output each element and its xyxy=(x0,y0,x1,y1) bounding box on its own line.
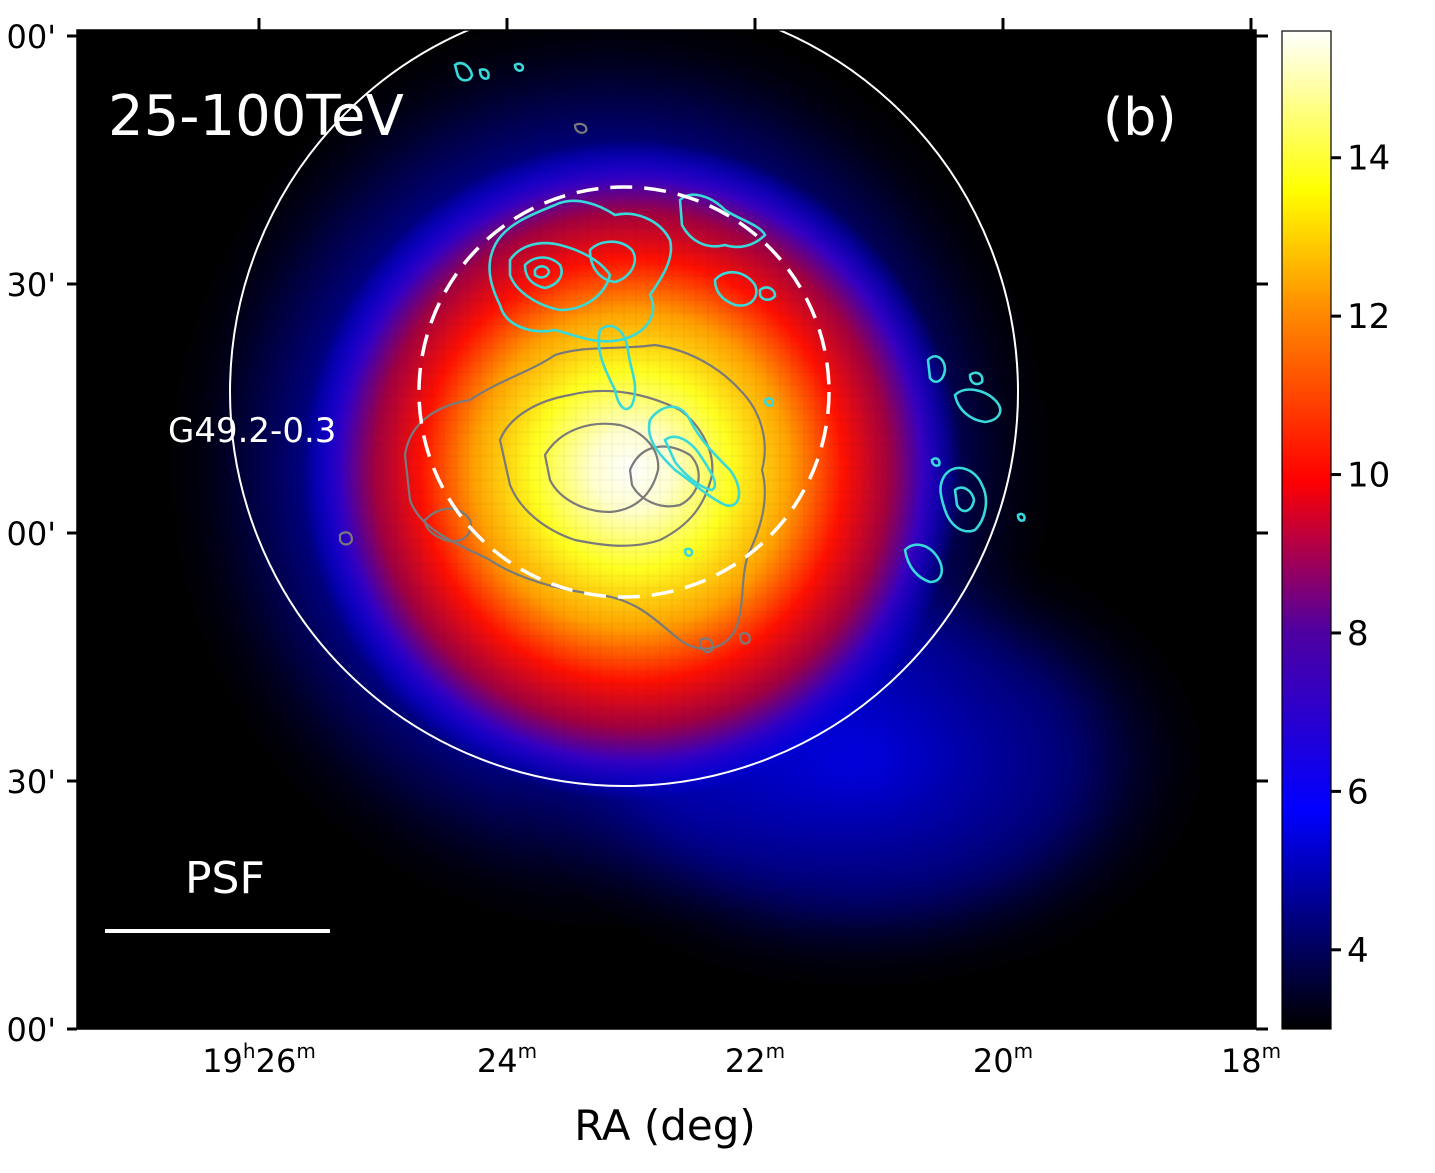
colorbar-tick-label: 14 xyxy=(1347,139,1390,179)
x-tick-label: 18m xyxy=(1221,1039,1281,1080)
y-tick-label: 00' xyxy=(6,18,56,56)
x-tick-label: 19h26m xyxy=(202,1039,316,1080)
x-axis-label: RA (deg) xyxy=(574,1101,756,1150)
outer-region-circle xyxy=(229,30,1019,787)
dashed-fit-circle xyxy=(417,185,831,599)
x-tick-label: 20m xyxy=(973,1039,1033,1080)
x-tick-label: 24m xyxy=(477,1039,537,1080)
x-axis-ticks: 19h26m 24m 22m 20m 18m xyxy=(202,18,1281,1080)
energy-band-label: 25-100TeV xyxy=(108,84,404,149)
y-tick-label: 30' xyxy=(6,266,56,304)
panel-label: (b) xyxy=(1103,88,1177,148)
plot-frame xyxy=(76,29,1257,1030)
colorbar-tick-label: 8 xyxy=(1347,614,1369,654)
heatmap-area xyxy=(77,30,1256,1029)
psf-label: PSF xyxy=(185,853,265,904)
x-tick-label: 22m xyxy=(725,1039,785,1080)
colorbar-tick-label: 6 xyxy=(1347,772,1369,812)
colorbar-tick-label: 10 xyxy=(1347,456,1390,496)
y-tick-label: 00' xyxy=(6,1011,56,1049)
cyan-contours xyxy=(453,61,1026,584)
colorbar-tick-label: 12 xyxy=(1347,297,1390,337)
colorbar-tick-label: 4 xyxy=(1347,931,1369,971)
colorbar-gradient xyxy=(1281,30,1332,1030)
y-tick-label: 30' xyxy=(6,763,56,801)
colorbar-ticks: 4 6 8 10 12 14 xyxy=(1331,139,1390,971)
source-label: G49.2-0.3 xyxy=(168,411,336,451)
pixel-grid-overlay xyxy=(332,170,932,770)
colorbar: 4 6 8 10 12 14 xyxy=(1281,30,1390,1030)
y-tick-label: 00' xyxy=(6,515,56,553)
y-axis-ticks: 00' 30' 00' 30' 00' xyxy=(6,18,1268,1049)
